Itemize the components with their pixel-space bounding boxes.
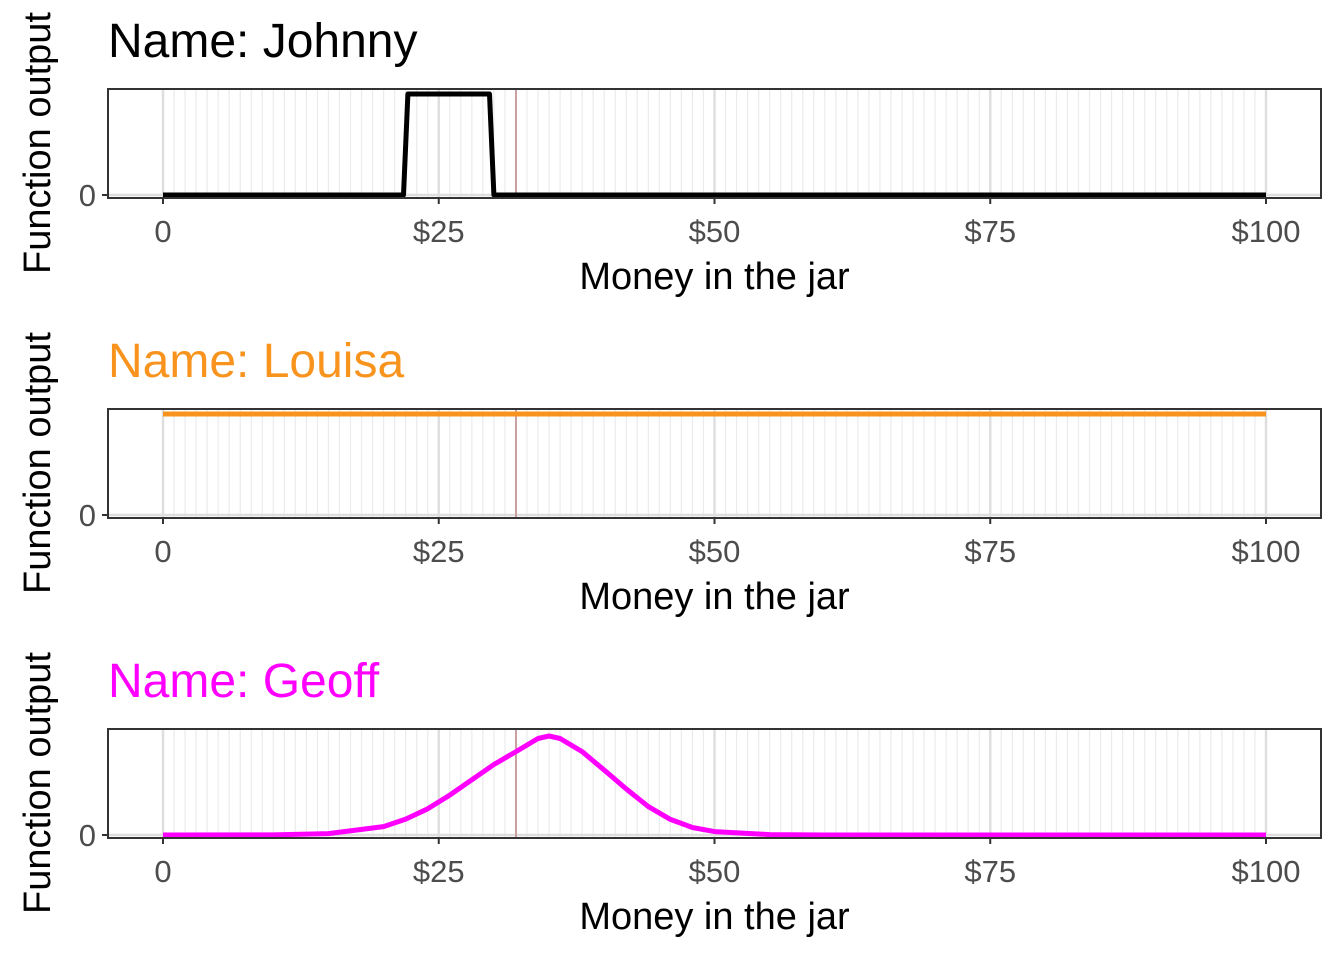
series-line <box>163 91 1266 198</box>
x-tick-label: 0 <box>154 854 171 889</box>
y-tick-label: 0 <box>79 818 96 853</box>
x-tick-label: $100 <box>1232 534 1301 569</box>
y-axis-label: Function output <box>17 12 59 274</box>
x-tick-label: $100 <box>1232 214 1301 249</box>
series-line <box>162 733 1266 838</box>
x-axis-label: Money in the jar <box>579 896 850 938</box>
x-tick-label: $75 <box>964 214 1016 249</box>
x-tick-label: $25 <box>413 214 465 249</box>
chart-panel-2: Name: Louisa 0 $25 $50 $75 $100 0 Money in the … <box>17 332 1322 618</box>
chart-panel-1: Name: Johnny 0 $25 $50 $75 $100 0 Money in the … <box>17 12 1322 298</box>
x-tick-label: $25 <box>413 854 465 889</box>
minor-gridlines <box>173 89 1256 198</box>
x-tick-label: $50 <box>689 854 741 889</box>
x-tick-label: $50 <box>689 214 741 249</box>
x-tick-label: $75 <box>964 534 1016 569</box>
y-axis-label: Function output <box>17 332 59 594</box>
x-tick-label: $100 <box>1232 854 1301 889</box>
x-axis-label: Money in the jar <box>579 576 850 618</box>
chart-panel-3: Name: Geoff 0 $25 $50 $75 $100 0 Money in the j… <box>17 652 1322 938</box>
x-tick-label: 0 <box>154 534 171 569</box>
x-tick-label: $25 <box>413 534 465 569</box>
minor-gridlines <box>173 409 1256 518</box>
y-tick-label: 0 <box>79 178 96 213</box>
x-axis-label: Money in the jar <box>579 256 850 298</box>
chart-title: Name: Johnny <box>108 15 418 68</box>
y-axis-label: Function output <box>17 652 59 914</box>
x-tick-label: 0 <box>154 214 171 249</box>
chart-title: Name: Louisa <box>108 335 404 388</box>
y-tick-label: 0 <box>79 498 96 533</box>
x-tick-label: $50 <box>689 534 741 569</box>
minor-gridlines <box>173 729 1256 838</box>
x-tick-label: $75 <box>964 854 1016 889</box>
chart-title: Name: Geoff <box>108 655 380 708</box>
